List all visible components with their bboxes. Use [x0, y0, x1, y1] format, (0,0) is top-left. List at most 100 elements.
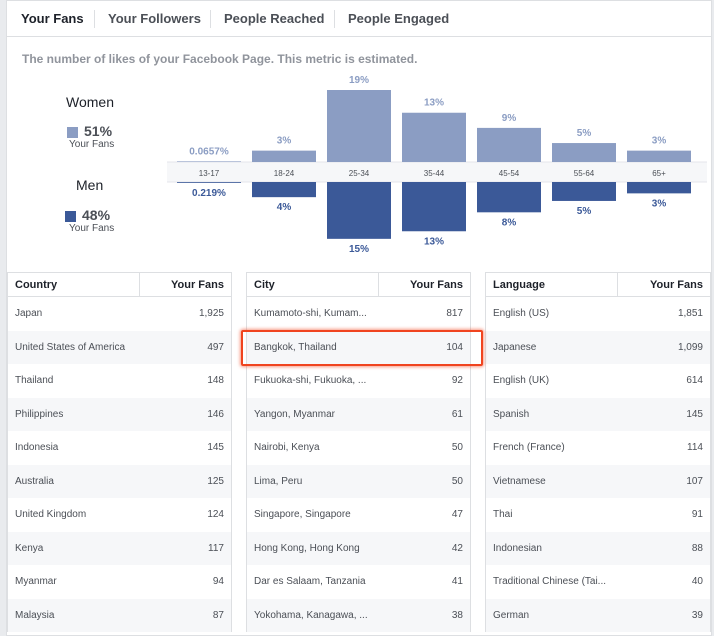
language-table-body: English (US) 1,851 Japanese 1,099 English (U…: [486, 297, 710, 632]
men-data-label: 0.219%: [192, 188, 226, 199]
country-fans-cell: 148: [207, 375, 224, 386]
table-row: Japanese 1,099: [486, 330, 710, 364]
table-row: Thai 91: [486, 498, 710, 532]
tab-your-followers[interactable]: Your Followers: [108, 11, 201, 26]
men-swatch-icon: [65, 211, 76, 222]
city-table-body: Kumamoto-shi, Kumam... 817 Bangkok, Thaila…: [247, 297, 470, 632]
tab-your-fans[interactable]: Your Fans: [21, 11, 84, 26]
table-row: Indonesian 88: [486, 531, 710, 565]
language-name-cell: Japanese: [493, 341, 537, 353]
table-row: Kenya 117: [8, 531, 231, 565]
language-fans-cell: 1,099: [677, 341, 703, 353]
city-name-cell: Dar es Salaam, Tanzania: [254, 576, 366, 587]
age-tick-label: 13-17: [199, 169, 220, 178]
country-name-cell: Malaysia: [15, 609, 55, 621]
city-fans-cell: 61: [451, 408, 463, 420]
table-row: Myanmar 94: [8, 565, 231, 599]
language-name-cell: Indonesian: [493, 542, 542, 554]
women-data-label: 5%: [577, 128, 592, 139]
men-data-label: 8%: [502, 217, 517, 228]
men-percentage: 48%: [82, 207, 111, 223]
women-data-label: 9%: [502, 113, 517, 124]
city-fans-cell: 38: [451, 609, 463, 621]
table-row: Yokohama, Kanagawa, ... 38: [247, 598, 470, 632]
tab-divider: [94, 10, 95, 28]
country-table-body: Japan 1,925 United States of America 497 Tha…: [8, 297, 231, 632]
city-name-cell: Bangkok, Thailand: [254, 341, 337, 353]
women-bar: [252, 150, 316, 162]
women-bar: [402, 112, 466, 162]
women-sub-label: Your Fans: [69, 139, 115, 150]
women-percentage: 51%: [84, 123, 113, 139]
country-column-header[interactable]: Country: [15, 279, 58, 291]
table-row: French (France) 114: [486, 431, 710, 465]
city-fans-cell: 50: [451, 475, 463, 487]
country-name-cell: United States of America: [15, 341, 126, 353]
city-column-header[interactable]: City: [254, 279, 275, 291]
country-name-cell: Australia: [15, 475, 54, 487]
city-name-cell: Yangon, Myanmar: [254, 408, 335, 420]
language-fans-cell: 1,851: [677, 308, 703, 319]
table-row: Nairobi, Kenya 50: [247, 431, 470, 465]
city-fans-cell: 92: [451, 375, 463, 386]
country-name-cell: Indonesia: [15, 442, 59, 453]
age-tick-label: 55-64: [574, 169, 595, 178]
table-row: Yangon, Myanmar 61: [247, 397, 470, 431]
table-row: Vietnamese 107: [486, 464, 710, 498]
country-fans-cell: 145: [207, 442, 224, 453]
men-label: Men: [76, 177, 104, 193]
tab-people-reached[interactable]: People Reached: [224, 11, 325, 26]
men-bar: [177, 182, 241, 183]
language-name-cell: English (UK): [493, 375, 550, 386]
language-column-header[interactable]: Language: [493, 279, 545, 291]
table-row: Indonesia 145: [8, 431, 231, 465]
men-data-label: 5%: [577, 206, 592, 217]
women-bar: [327, 90, 391, 162]
city-fans-column-header[interactable]: Your Fans: [410, 279, 463, 291]
table-row: Kumamoto-shi, Kumam... 817: [247, 297, 470, 331]
men-bar: [402, 182, 466, 232]
city-fans-cell: 41: [451, 576, 463, 587]
country-fans-column-header[interactable]: Your Fans: [171, 279, 224, 291]
country-name-cell: Kenya: [15, 542, 44, 554]
tab-people-engaged[interactable]: People Engaged: [348, 11, 450, 26]
language-fans-cell: 91: [691, 509, 703, 520]
table-row: Spanish 145: [486, 397, 710, 431]
table-row: United States of America 497: [8, 330, 231, 364]
men-bar: [327, 182, 391, 239]
fans-insights-panel: Your Fans Your Followers People Reached …: [6, 0, 712, 636]
language-name-cell: English (US): [493, 308, 550, 319]
country-name-cell: Philippines: [15, 408, 64, 420]
women-bar: [177, 161, 241, 162]
language-table: Language Your Fans English (US) 1,851 Japa…: [485, 272, 711, 632]
women-swatch-icon: [67, 127, 78, 138]
age-tick-label: 45-54: [499, 169, 520, 178]
country-name-cell: Thailand: [15, 375, 54, 386]
table-row: Malaysia 87: [8, 598, 231, 632]
city-fans-cell: 42: [451, 542, 463, 554]
table-row: German 39: [486, 598, 710, 632]
language-name-cell: German: [493, 609, 530, 621]
tab-divider: [210, 10, 211, 28]
column-divider: [617, 273, 618, 297]
men-data-label: 4%: [277, 202, 292, 213]
men-bar: [252, 182, 316, 198]
country-name-cell: Japan: [15, 308, 43, 319]
country-table: Country Your Fans Japan 1,925 United State…: [7, 272, 232, 632]
table-row: Australia 125: [8, 464, 231, 498]
city-table: City Your Fans Kumamoto-shi, Kumam... 817…: [246, 272, 471, 632]
language-fans-column-header[interactable]: Your Fans: [650, 279, 703, 291]
country-fans-cell: 1,925: [198, 308, 224, 319]
language-fans-cell: 114: [687, 442, 703, 453]
men-data-label: 3%: [652, 198, 667, 209]
age-axis-band: [167, 162, 707, 182]
table-row: Bangkok, Thailand 104: [247, 330, 470, 364]
table-row: Singapore, Singapore 47: [247, 498, 470, 532]
language-fans-cell: 88: [691, 542, 703, 554]
language-name-cell: Spanish: [493, 408, 530, 420]
tab-divider: [334, 10, 335, 28]
language-fans-cell: 40: [691, 576, 703, 587]
women-label: Women: [66, 94, 114, 110]
country-fans-cell: 125: [207, 475, 224, 487]
women-data-label: 3%: [652, 136, 667, 147]
